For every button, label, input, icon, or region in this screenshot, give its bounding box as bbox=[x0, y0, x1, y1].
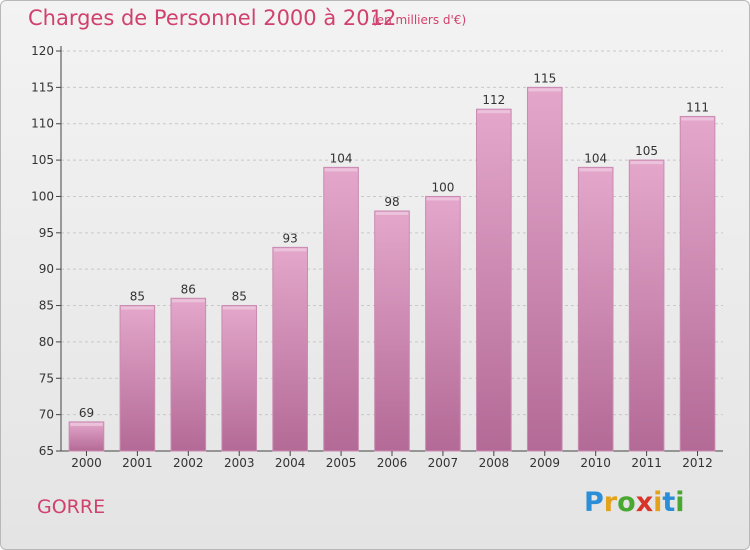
bar-highlight bbox=[324, 168, 358, 172]
bar bbox=[272, 246, 308, 452]
data-label: 115 bbox=[533, 71, 556, 85]
bar bbox=[476, 108, 512, 452]
x-tick-label: 2007 bbox=[428, 456, 459, 470]
y-tick-label: 75 bbox=[39, 371, 54, 385]
bar-highlight bbox=[273, 248, 307, 252]
bar-highlight bbox=[121, 306, 154, 310]
data-label: 112 bbox=[482, 93, 505, 107]
data-label: 104 bbox=[584, 151, 607, 165]
x-tick-label: 2001 bbox=[122, 456, 153, 470]
data-label: 104 bbox=[330, 151, 353, 165]
bar bbox=[526, 86, 563, 452]
y-tick-label: 70 bbox=[39, 408, 54, 422]
chart-title: Charges de Personnel 2000 à 2012 bbox=[28, 6, 397, 30]
data-label: 100 bbox=[431, 180, 454, 194]
bar bbox=[170, 297, 207, 452]
y-tick-label: 110 bbox=[31, 117, 54, 131]
bar bbox=[577, 166, 614, 452]
bar bbox=[68, 421, 105, 452]
x-tick-label: 2005 bbox=[326, 456, 357, 470]
bar bbox=[628, 159, 665, 452]
bar-highlight bbox=[579, 168, 613, 172]
bar bbox=[323, 166, 359, 452]
bar-highlight bbox=[222, 306, 256, 310]
x-tick-label: 2004 bbox=[275, 456, 306, 470]
x-tick-label: 2009 bbox=[529, 456, 560, 470]
logo-letter: i bbox=[653, 487, 663, 518]
y-tick-label: 105 bbox=[31, 153, 54, 167]
y-tick-label: 65 bbox=[39, 444, 54, 458]
bar bbox=[374, 210, 410, 452]
bar-highlight bbox=[681, 117, 714, 121]
bar-highlight bbox=[477, 110, 511, 114]
bar-highlight bbox=[375, 212, 409, 215]
bar-highlight bbox=[528, 88, 562, 92]
bar-highlight bbox=[70, 422, 103, 426]
x-tick-label: 2003 bbox=[224, 456, 255, 470]
proxiti-logo: Proxiti bbox=[584, 487, 685, 518]
y-tick-label: 115 bbox=[31, 80, 54, 94]
x-tick-label: 2012 bbox=[682, 456, 713, 470]
y-tick-label: 90 bbox=[39, 262, 54, 276]
x-tick-label: 2000 bbox=[71, 456, 102, 470]
y-tick-label: 120 bbox=[31, 44, 54, 58]
logo-letter: r bbox=[603, 487, 618, 518]
data-label: 85 bbox=[130, 290, 145, 304]
x-tick-label: 2006 bbox=[377, 456, 408, 470]
bar bbox=[679, 115, 716, 452]
logo-letter: x bbox=[635, 487, 654, 518]
y-tick-label: 95 bbox=[39, 226, 54, 240]
y-tick-label: 100 bbox=[31, 189, 54, 203]
logo-letter: i bbox=[675, 487, 685, 518]
bar-highlight bbox=[426, 197, 460, 201]
bar-highlight bbox=[630, 161, 663, 165]
bar bbox=[119, 305, 156, 452]
x-tick-label: 2002 bbox=[173, 456, 204, 470]
chart-subtitle: (en milliers d'€) bbox=[372, 13, 467, 27]
logo-letter: P bbox=[584, 487, 604, 518]
data-label: 111 bbox=[686, 100, 709, 114]
place-name: GORRE bbox=[37, 496, 106, 518]
logo-letter: t bbox=[662, 487, 676, 518]
bar-highlight bbox=[171, 299, 205, 303]
data-label: 98 bbox=[384, 195, 399, 209]
y-tick-label: 85 bbox=[39, 299, 54, 313]
x-tick-label: 2011 bbox=[631, 456, 662, 470]
data-label: 69 bbox=[79, 406, 94, 420]
data-label: 85 bbox=[232, 290, 247, 304]
bar bbox=[425, 195, 461, 452]
bar bbox=[221, 305, 258, 452]
data-label: 105 bbox=[635, 144, 658, 158]
data-label: 93 bbox=[283, 231, 298, 245]
y-tick-label: 80 bbox=[39, 335, 54, 349]
x-tick-label: 2010 bbox=[580, 456, 611, 470]
logo-letter: o bbox=[617, 487, 636, 518]
data-label: 86 bbox=[181, 282, 196, 296]
x-tick-label: 2008 bbox=[479, 456, 510, 470]
